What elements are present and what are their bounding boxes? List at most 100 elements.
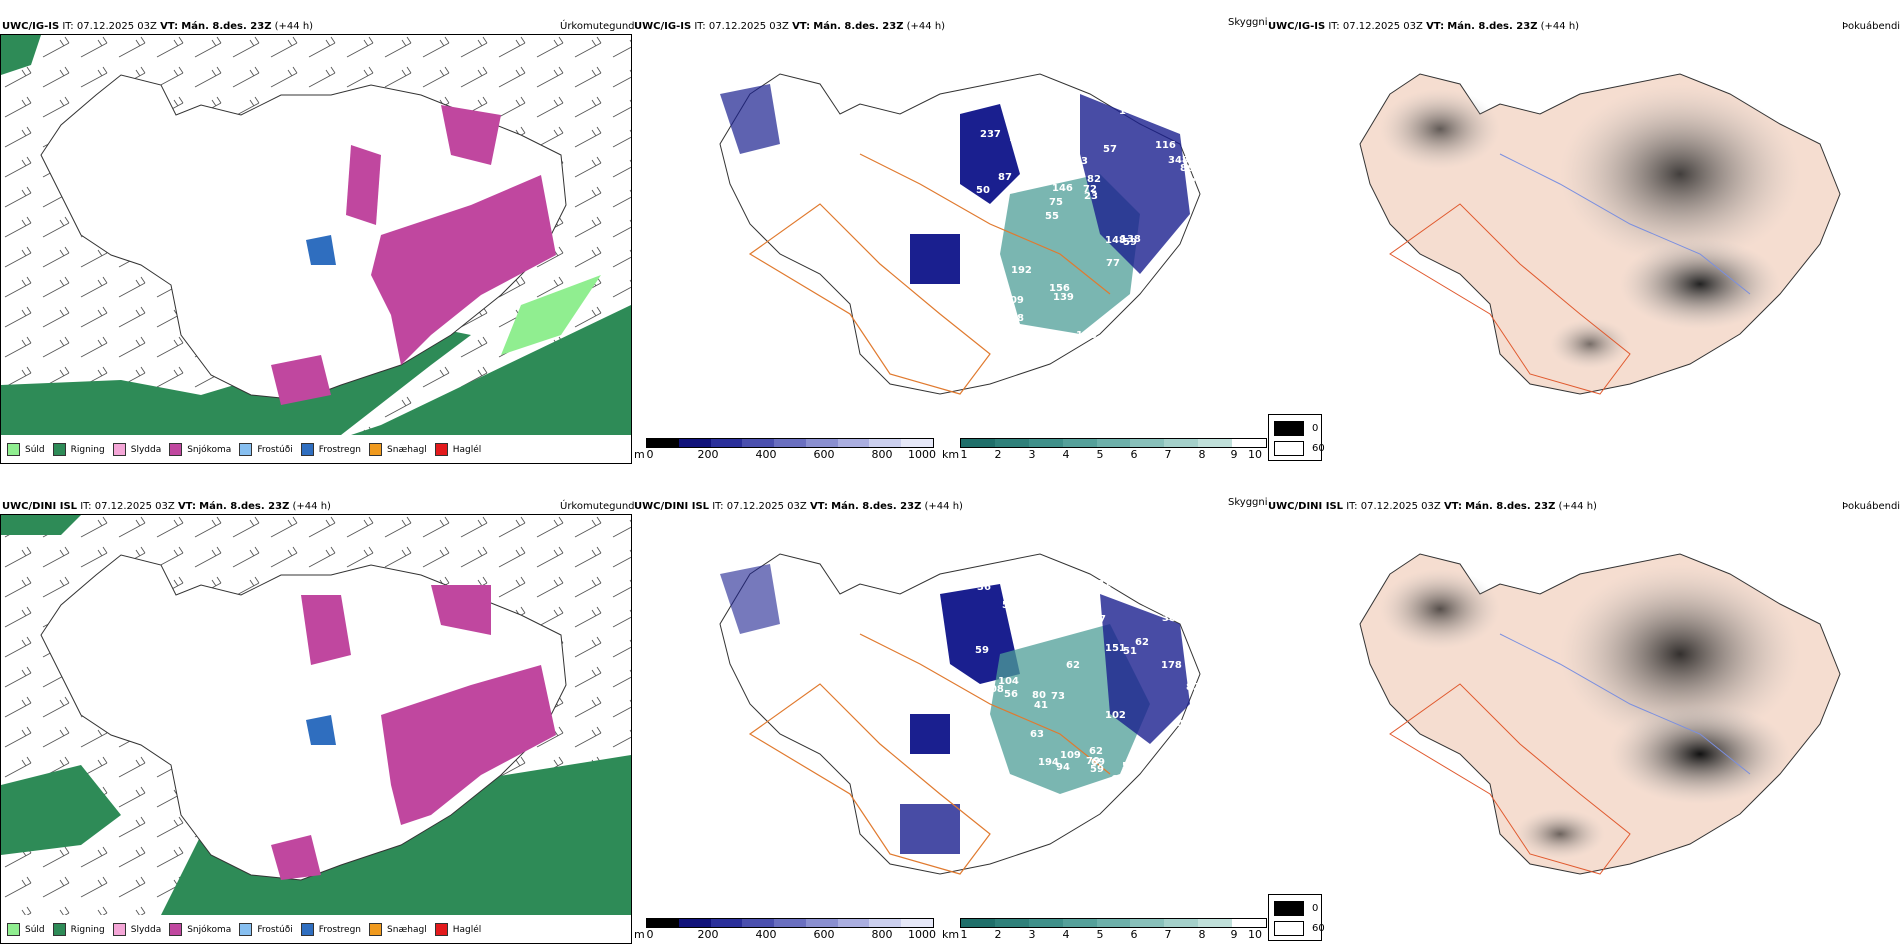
legend-swatch: [434, 443, 448, 456]
cloud-area: [720, 84, 780, 154]
legend-swatch: [169, 923, 183, 936]
fog-zone: [1610, 704, 1790, 804]
cloud-base-label: 145: [1009, 133, 1030, 144]
legend-item: Frostúði: [239, 443, 293, 456]
valid-time: Mán. 8.des. 23Z: [1447, 21, 1538, 32]
cloud-base-label: 62: [1135, 637, 1149, 648]
cloud-header: UWC/IG-IS IT: 07.12.2025 03Z VT: Mán. 8.…: [634, 21, 945, 32]
lead-time: (+44 h): [1558, 501, 1597, 512]
cloud-base-label: 94: [1056, 762, 1070, 773]
cloud-base-label: 57: [1103, 144, 1117, 155]
lead-time: (+44 h): [1540, 21, 1580, 32]
cloud-base-label: 76: [1051, 132, 1065, 143]
cloud-base-label: 74: [1164, 770, 1178, 781]
cloud-base-label: 77: [1106, 258, 1120, 269]
legend-swatch: [434, 923, 448, 936]
legend-item: Slydda: [112, 443, 161, 456]
cloud-base-label: 348: [1168, 155, 1189, 166]
fog-map: [1359, 73, 1841, 395]
precip-map: Súld Rigning Slydda Snjókoma Frostúði Fr…: [0, 34, 632, 464]
fog-zone: [1380, 569, 1500, 649]
fog-legend: 0 60: [1268, 894, 1325, 941]
cloud-area: [910, 714, 950, 754]
cloud-area: [960, 104, 1020, 204]
cloud-base-label: 97: [967, 305, 981, 316]
rain-area: [351, 305, 631, 435]
valid-time-label: VT:: [160, 21, 179, 32]
fog-legend-item: 0: [1274, 901, 1318, 916]
cloud-base-label: 156: [1049, 283, 1070, 294]
cloud-base-label: 116: [1155, 140, 1176, 151]
cloud-base-label: 194: [1038, 757, 1059, 768]
cloud-base-label: 67: [1023, 163, 1037, 174]
model-name: UWC/DINI ISL: [2, 501, 78, 512]
cloud-base-label: 151: [1105, 643, 1126, 654]
cloud-area: [1080, 94, 1190, 274]
cloud-base-label: 51: [1123, 646, 1137, 657]
cloud-area: [720, 564, 780, 634]
precip-header: UWC/DINI ISL IT: 07.12.2025 03Z VT: Mán.…: [2, 501, 331, 512]
rain-area: [1, 515, 81, 535]
cloud-map: 59 50 81 55 57 56 76 63 90 54 97 109 86 82 59 237 197 202…: [719, 73, 1210, 395]
fog-title: Þokuábendi: [1842, 21, 1900, 32]
valid-time: Mán. 8.des. 23Z: [199, 501, 290, 512]
cloud-base-label: 90: [984, 267, 998, 278]
cloud-header: UWC/DINI ISL IT: 07.12.2025 03Z VT: Mán.…: [634, 501, 963, 512]
lead-time: (+44 h): [906, 21, 946, 32]
cloud-base-label: 66: [1181, 758, 1195, 769]
cloud-base-label: 50: [964, 576, 978, 587]
cloud-base-label: 75: [1049, 197, 1063, 208]
cloud-base-label: 50: [976, 185, 990, 196]
frozen-rain-area: [306, 715, 336, 745]
legend-swatch: [300, 923, 314, 936]
snow-area: [346, 145, 381, 225]
legend-item: Súld: [7, 443, 45, 456]
issue-time: IT: 07.12.2025 03Z: [62, 21, 157, 32]
cloud-base-label: 145: [1119, 106, 1140, 117]
fog-zone: [1515, 809, 1605, 859]
cloud-base-label: 55: [1045, 211, 1059, 222]
road-network: [1389, 683, 1631, 875]
cloud-base-label: 82: [1087, 174, 1101, 185]
issue-time: IT: 07.12.2025 03Z: [80, 501, 175, 512]
rain-area: [1, 765, 121, 855]
precip-header: UWC/IG-IS IT: 07.12.2025 03Z VT: Mán. 8.…: [2, 21, 313, 32]
cloud-base-label: 108: [983, 684, 1004, 695]
valid-time: Mán. 8.des. 23Z: [831, 501, 922, 512]
snow-area: [371, 175, 556, 365]
cloud-base-label: 63: [1074, 156, 1088, 167]
cloud-base-label: 160: [1076, 330, 1097, 341]
cloud-base-label: 59: [1123, 237, 1137, 248]
cloud-base-label: 62: [1089, 746, 1103, 757]
cloud-base-labels: 59 50 81 55 57 56 76 63 90 54 97 109 86 82 59 237 197 202…: [967, 96, 1210, 341]
cloud-base-label: 60: [1184, 112, 1198, 123]
legend-swatch: [239, 443, 253, 456]
cloud-base-label: 192: [1011, 265, 1032, 276]
cloud-base-label: 102: [1105, 710, 1126, 721]
fog-zone: [1560, 564, 1800, 744]
cloud-base-label: 148: [1105, 235, 1126, 246]
snow-area: [441, 105, 501, 165]
colorbar-unit: m: [634, 448, 645, 461]
cloud-base-label: 87: [1092, 614, 1106, 625]
cloud-title: Skyggni: [1228, 17, 1268, 28]
issue-time: IT: 07.12.2025 03Z: [1346, 501, 1441, 512]
cloud-title: Skyggni: [1228, 497, 1268, 508]
legend-item: Rigning: [52, 443, 105, 456]
legend-item: Haglél: [434, 443, 481, 456]
cloud-base-label: 41: [1188, 789, 1202, 800]
legend-item: Snjókoma: [169, 923, 231, 936]
legend-swatch: [7, 923, 20, 936]
legend-item: Súld: [7, 923, 45, 936]
cloud-base-label: 180: [1146, 316, 1167, 327]
fog-zone: [1560, 84, 1800, 264]
precip-legend: Súld Rigning Slydda Snjókoma Frostúði Fr…: [7, 443, 489, 456]
cloud-base-label: 36: [977, 582, 991, 593]
cloud-base-label: 82: [1186, 682, 1200, 693]
fog-legend-swatch: [1274, 921, 1304, 936]
fog-zone: [1620, 239, 1780, 329]
cloud-base-label: 80: [1032, 690, 1046, 701]
precip-map-svg: [1, 515, 631, 915]
fog-legend-item: 0: [1274, 421, 1318, 436]
